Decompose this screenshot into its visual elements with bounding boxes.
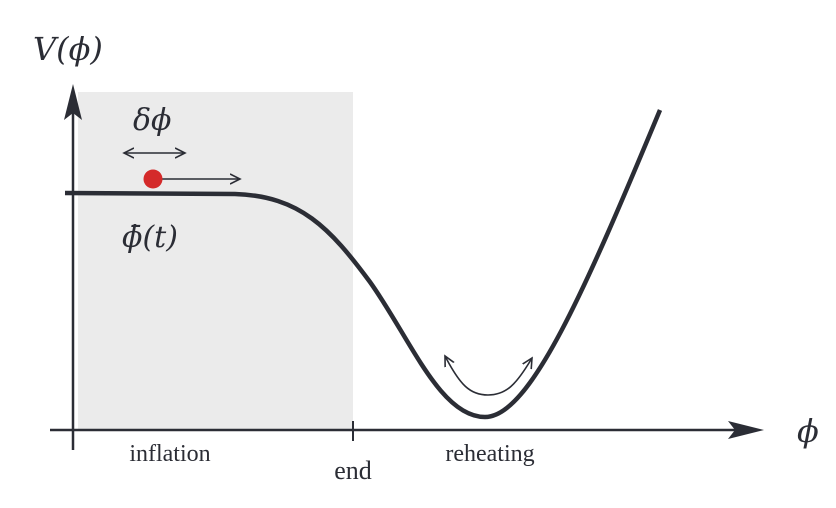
x-axis-arrowhead [728,421,764,439]
potential-curve [64,109,663,420]
oscillation-arrow [445,356,532,396]
y-axis-arrowhead [64,84,82,120]
end-label: end [334,456,372,485]
field-dot [143,169,163,189]
fluctuation-label: δϕ [133,103,172,138]
y-axis-label: V(ϕ) [33,30,103,68]
inflation-label: inflation [129,441,210,467]
inflation-region [78,92,353,430]
reheating-label: reheating [445,441,534,467]
background-field-label: ϕ̄(t) [122,220,178,255]
x-axis-label: ϕ [797,412,819,450]
